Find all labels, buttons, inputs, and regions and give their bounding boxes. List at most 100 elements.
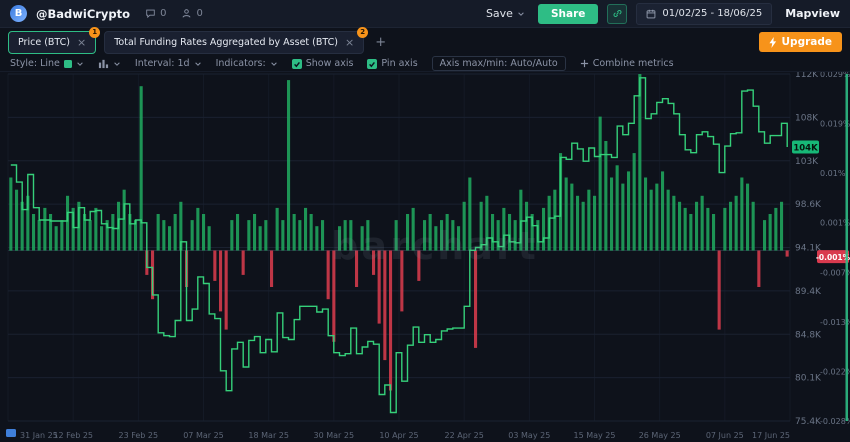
svg-text:0.001%: 0.001% — [820, 219, 850, 228]
combine-metrics-label: Combine metrics — [592, 58, 674, 69]
username[interactable]: @BadwiCrypto — [36, 6, 131, 21]
svg-text:-0.028%: -0.028% — [820, 417, 850, 426]
chart-area: barchart 112K 108K 103K 98.6K 94.1K 89.4K 84.8… — [0, 72, 850, 442]
save-button[interactable]: Save — [482, 7, 529, 20]
tab-axis-badge: 1 — [89, 26, 101, 38]
calendar-icon — [647, 9, 656, 18]
chevron-down-icon — [194, 61, 201, 66]
svg-text:30 Mar 25: 30 Mar 25 — [314, 431, 355, 440]
share-button[interactable]: Share — [537, 3, 599, 24]
tab-axis-badge: 2 — [357, 26, 369, 38]
svg-text:0.019%: 0.019% — [820, 120, 850, 129]
check-icon — [369, 61, 376, 67]
indicators-label: Indicators: — [215, 58, 266, 69]
bar-chart-icon — [98, 59, 108, 69]
svg-text:12 Feb 25: 12 Feb 25 — [53, 431, 93, 440]
date-range-picker[interactable]: 01/02/25 - 18/06/25 — [636, 2, 773, 25]
tab-price-btc[interactable]: Price (BTC) × 1 — [8, 26, 101, 54]
svg-text:22 Apr 25: 22 Apr 25 — [445, 431, 484, 440]
interval-label: Interval: 1d — [134, 58, 190, 69]
chevron-down-icon — [77, 61, 83, 66]
pin-axis-label: Pin axis — [381, 58, 418, 69]
style-selector[interactable]: Style: Line — [10, 58, 84, 69]
logo-letter: B — [14, 8, 23, 19]
close-tab-icon[interactable]: × — [344, 35, 355, 49]
date-range-value: 01/02/25 - 18/06/25 — [662, 8, 763, 19]
svg-text:10 Apr 25: 10 Apr 25 — [379, 431, 418, 440]
tab-funding-rates-btc[interactable]: Total Funding Rates Aggregated by Asset … — [104, 26, 369, 54]
pin-axis-toggle[interactable]: Pin axis — [367, 58, 418, 69]
plus-icon — [580, 59, 588, 68]
style-label: Style: Line — [10, 58, 60, 69]
svg-text:-0.007%: -0.007% — [820, 268, 850, 277]
svg-text:94.1K: 94.1K — [795, 244, 822, 254]
svg-text:98.6K: 98.6K — [795, 200, 822, 210]
svg-text:89.4K: 89.4K — [795, 287, 822, 297]
indicators-selector[interactable]: Indicators: — [216, 58, 278, 69]
person-icon — [182, 9, 191, 18]
svg-text:103K: 103K — [795, 157, 819, 167]
svg-text:18 Mar 25: 18 Mar 25 — [248, 431, 289, 440]
check-icon — [293, 61, 300, 67]
svg-text:26 May 25: 26 May 25 — [639, 431, 681, 440]
chevron-down-icon — [270, 61, 277, 66]
svg-text:84.8K: 84.8K — [795, 330, 822, 340]
svg-text:03 May 25: 03 May 25 — [508, 431, 550, 440]
svg-text:-0.022%: -0.022% — [820, 367, 850, 376]
followers-stat[interactable]: 0 — [181, 8, 203, 19]
svg-text:108K: 108K — [795, 113, 819, 123]
axis-minmax-control[interactable]: Axis max/min: Auto/Auto — [431, 56, 566, 71]
upgrade-button[interactable]: Upgrade — [758, 32, 842, 52]
app-logo[interactable]: B — [10, 5, 27, 22]
save-label: Save — [485, 7, 513, 20]
mapview-button[interactable]: Mapview — [785, 7, 840, 20]
chart-type-selector[interactable] — [98, 58, 121, 69]
chart-logo-badge[interactable] — [6, 429, 16, 437]
svg-text:07 Mar 25: 07 Mar 25 — [183, 431, 224, 440]
svg-text:-0.013%: -0.013% — [820, 318, 850, 327]
checkbox-checked-icon[interactable] — [367, 58, 378, 69]
funding-bars-series[interactable] — [9, 74, 789, 391]
chevron-down-icon — [518, 11, 524, 16]
show-axis-toggle[interactable]: Show axis — [291, 58, 354, 69]
link-icon — [613, 10, 622, 17]
interval-selector[interactable]: Interval: 1d — [135, 58, 202, 69]
share-link-button[interactable] — [607, 3, 628, 24]
lightning-icon — [768, 36, 776, 48]
svg-text:07 Jun 25: 07 Jun 25 — [706, 431, 744, 440]
tab-label: Total Funding Rates Aggregated by Asset … — [114, 36, 338, 48]
price-funding-chart[interactable]: 112K 108K 103K 98.6K 94.1K 89.4K 84.8K 80.1K 75.… — [0, 72, 850, 442]
add-metric-button[interactable]: + — [375, 34, 387, 50]
svg-text:104K: 104K — [793, 144, 818, 154]
horizontal-gridlines — [8, 73, 790, 422]
checkbox-checked-icon[interactable] — [291, 58, 302, 69]
close-tab-icon[interactable]: × — [77, 35, 87, 49]
funding-axis[interactable]: 0.029% 0.019% 0.01% 0.001% -0.007% -0.013% -0.… — [820, 72, 850, 426]
combine-metrics-button[interactable]: Combine metrics — [580, 58, 674, 69]
axis-minmax-label: Axis max/min: Auto/Auto — [439, 58, 558, 69]
current-price-badge: 104K — [792, 140, 819, 154]
svg-text:112K: 112K — [795, 72, 819, 80]
axis-scrollbar[interactable] — [845, 74, 849, 421]
chart-toolbar: Style: Line Interval: 1d Indicators: Sho… — [0, 56, 850, 72]
svg-text:17 Jun 25: 17 Jun 25 — [752, 431, 790, 440]
price-axis[interactable]: 112K 108K 103K 98.6K 94.1K 89.4K 84.8K 80.1K 75.… — [795, 72, 822, 427]
comments-stat[interactable]: 0 — [145, 8, 166, 19]
price-line-series[interactable] — [10, 77, 788, 414]
svg-text:31 Jan 25: 31 Jan 25 — [20, 431, 58, 440]
line-color-swatch — [63, 59, 72, 68]
metric-tabs-row: Price (BTC) × 1 Total Funding Rates Aggr… — [0, 26, 850, 56]
svg-text:23 Feb 25: 23 Feb 25 — [118, 431, 158, 440]
svg-text:0.01%: 0.01% — [820, 169, 846, 178]
svg-text:80.1K: 80.1K — [795, 374, 822, 384]
current-funding-badge: -0.001% — [816, 250, 850, 264]
comment-icon — [146, 9, 155, 19]
show-axis-label: Show axis — [305, 58, 354, 69]
svg-text:15 May 25: 15 May 25 — [574, 431, 616, 440]
chevron-down-icon — [114, 61, 120, 66]
followers-count: 0 — [196, 8, 203, 19]
tab-label: Price (BTC) — [18, 36, 71, 48]
comments-count: 0 — [160, 8, 167, 19]
topbar: B @BadwiCrypto 0 0 Save Share 01/02/25 -… — [0, 0, 850, 28]
